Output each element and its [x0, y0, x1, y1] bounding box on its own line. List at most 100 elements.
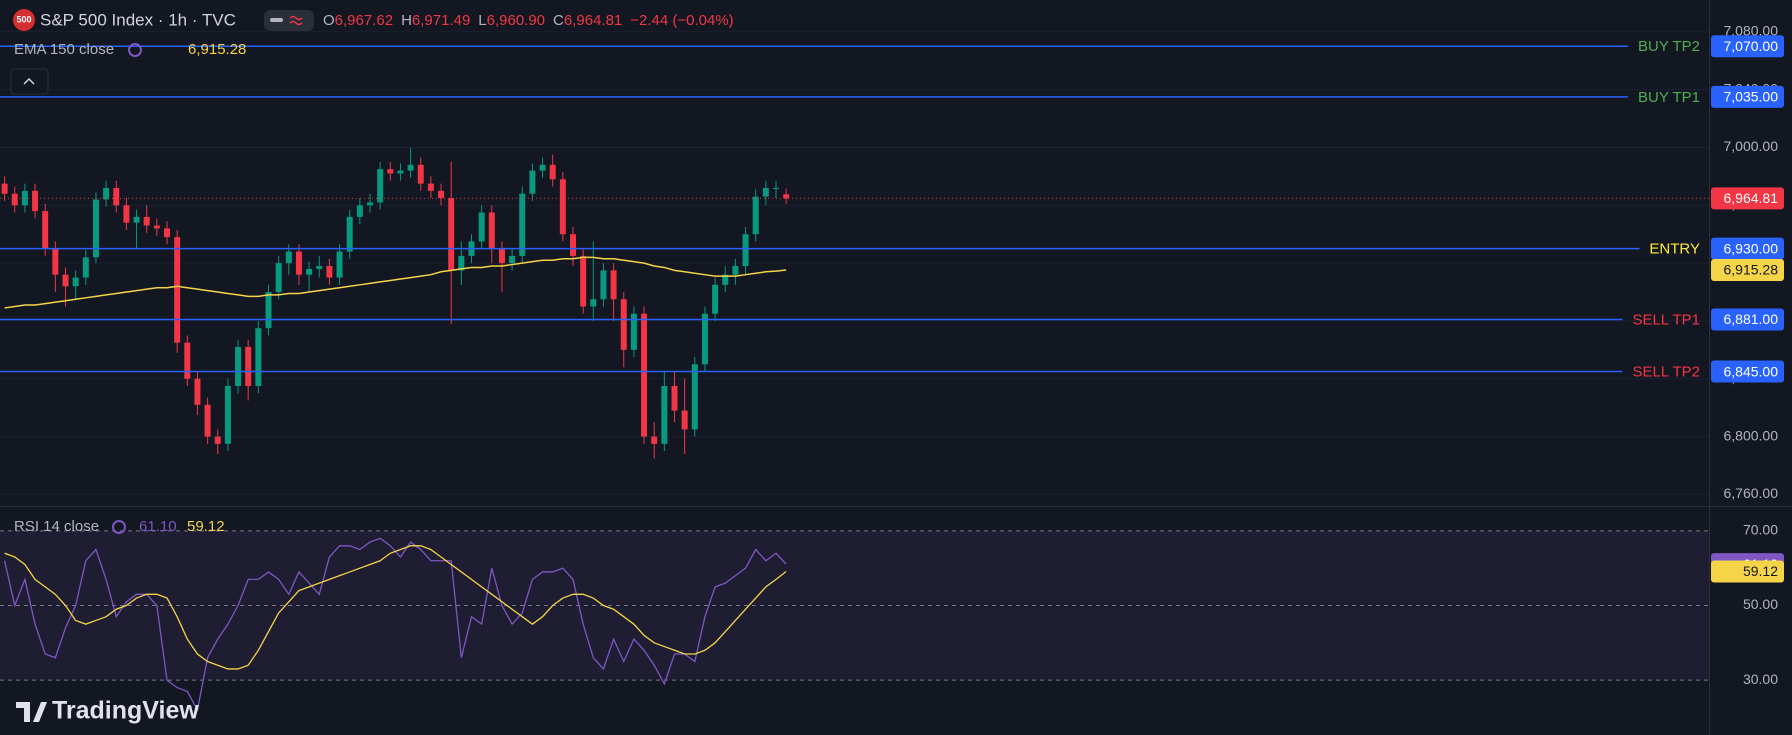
candle-body	[42, 211, 49, 249]
candle-body	[732, 266, 739, 275]
level-name: ENTRY	[1649, 241, 1700, 258]
price-badge-label: 6,930.00	[1724, 240, 1779, 256]
ema-legend[interactable]: EMA 150 close	[14, 41, 114, 58]
candle-body	[509, 255, 516, 264]
candle-body	[407, 164, 414, 171]
candle-body	[356, 205, 363, 217]
candle-body	[275, 263, 282, 293]
candle-body	[143, 216, 150, 226]
candle-body	[498, 248, 505, 264]
toggle-icon	[289, 15, 303, 26]
candle-body	[438, 190, 445, 199]
level-name: SELL TP2	[1632, 364, 1700, 381]
candle-body	[529, 170, 536, 194]
candle-body	[752, 196, 759, 235]
price-badge	[1711, 258, 1784, 281]
ohlc-value: 6,967.62	[335, 12, 393, 29]
ohlc-key: O	[323, 12, 335, 29]
candle-body	[346, 216, 353, 252]
candle-body	[204, 404, 211, 437]
candle-body	[610, 270, 617, 300]
candle-body	[11, 193, 18, 206]
candle-body	[783, 194, 790, 199]
price-badge-label: 6,881.00	[1724, 311, 1779, 327]
symbol-icon-text: 500	[16, 14, 31, 24]
candle-body	[285, 251, 292, 264]
candle-body	[377, 169, 384, 203]
level-name: SELL TP1	[1632, 311, 1700, 328]
candle-body	[316, 266, 323, 269]
candle-body	[580, 255, 587, 307]
y-tick-label: 7,000.00	[1724, 138, 1779, 154]
candle-body	[92, 199, 99, 258]
ohlc-key: L	[478, 12, 486, 29]
price-badge	[1711, 187, 1784, 210]
candle-body	[255, 328, 262, 387]
collapse-icon	[23, 77, 35, 85]
ohlc-values: O6,967.62 H6,971.49 L6,960.90 C6,964.81 −2.4…	[323, 12, 734, 29]
candle-body	[620, 299, 627, 350]
candle-body	[397, 170, 404, 174]
candle-body	[773, 187, 779, 189]
candle-body	[681, 410, 688, 430]
candle-body	[478, 212, 485, 242]
candle-body	[72, 277, 79, 287]
ohlc-value: 6,964.81	[564, 12, 622, 29]
candle-body	[265, 292, 272, 329]
price-badge	[1711, 35, 1784, 58]
candle-body	[387, 169, 394, 174]
candle-body	[651, 436, 658, 444]
y-tick-label: 6,800.00	[1724, 427, 1779, 443]
price-badge-label: 6,915.28	[1724, 262, 1779, 278]
y-tick-label: 6,760.00	[1724, 485, 1779, 501]
candle-body	[661, 386, 668, 444]
candle-body	[245, 346, 252, 387]
rsi-legend[interactable]: RSI 14 close	[14, 518, 99, 535]
watermark: TradingView	[52, 697, 199, 725]
indicator-icon[interactable]	[112, 520, 126, 534]
rsi-ma-legend-value: 59.12	[187, 518, 225, 535]
candle-body	[336, 251, 343, 278]
indicator-icon[interactable]	[128, 43, 142, 57]
symbol-icon	[13, 9, 35, 31]
candle-body	[458, 255, 465, 271]
candle-body	[224, 386, 231, 444]
candle-body	[214, 436, 221, 444]
level-name: BUY TP2	[1638, 38, 1700, 55]
watermark-logo	[16, 702, 47, 722]
toggle-icon	[270, 18, 283, 22]
ema-line	[4, 256, 787, 309]
y-tick-label: 50.00	[1743, 596, 1778, 612]
candle-body	[194, 378, 201, 405]
ohlc-key: C	[553, 12, 564, 29]
candle-body	[235, 346, 242, 387]
candle-body	[539, 164, 546, 171]
candle-body	[641, 313, 648, 437]
candle-body	[549, 164, 556, 180]
candle-body	[123, 205, 130, 223]
price-badge-label: 7,035.00	[1724, 89, 1779, 105]
candle-body	[722, 274, 729, 285]
candle-body	[762, 187, 769, 197]
visibility-toggle[interactable]	[264, 10, 314, 31]
collapse-button[interactable]	[10, 68, 49, 95]
ema-legend-value: 6,915.28	[188, 41, 246, 58]
candle-body	[52, 248, 59, 275]
symbol-title[interactable]: S&P 500 Index · 1h · TVC	[40, 10, 236, 29]
candle-body	[82, 257, 89, 278]
candle-body	[103, 187, 110, 200]
rsi-line	[4, 545, 787, 670]
candle-body	[153, 225, 160, 229]
candle-body	[113, 187, 120, 206]
candle-body	[519, 193, 526, 256]
y-tick-label: 7,080.00	[1724, 23, 1779, 39]
price-badge	[1711, 360, 1784, 383]
candle-body	[630, 313, 637, 350]
candle-body	[671, 386, 678, 411]
candle-body	[701, 313, 708, 365]
price-badge	[1711, 237, 1784, 260]
rsi-legend-value: 61.10	[139, 518, 177, 535]
change: −2.44 (−0.04%)	[630, 12, 733, 29]
